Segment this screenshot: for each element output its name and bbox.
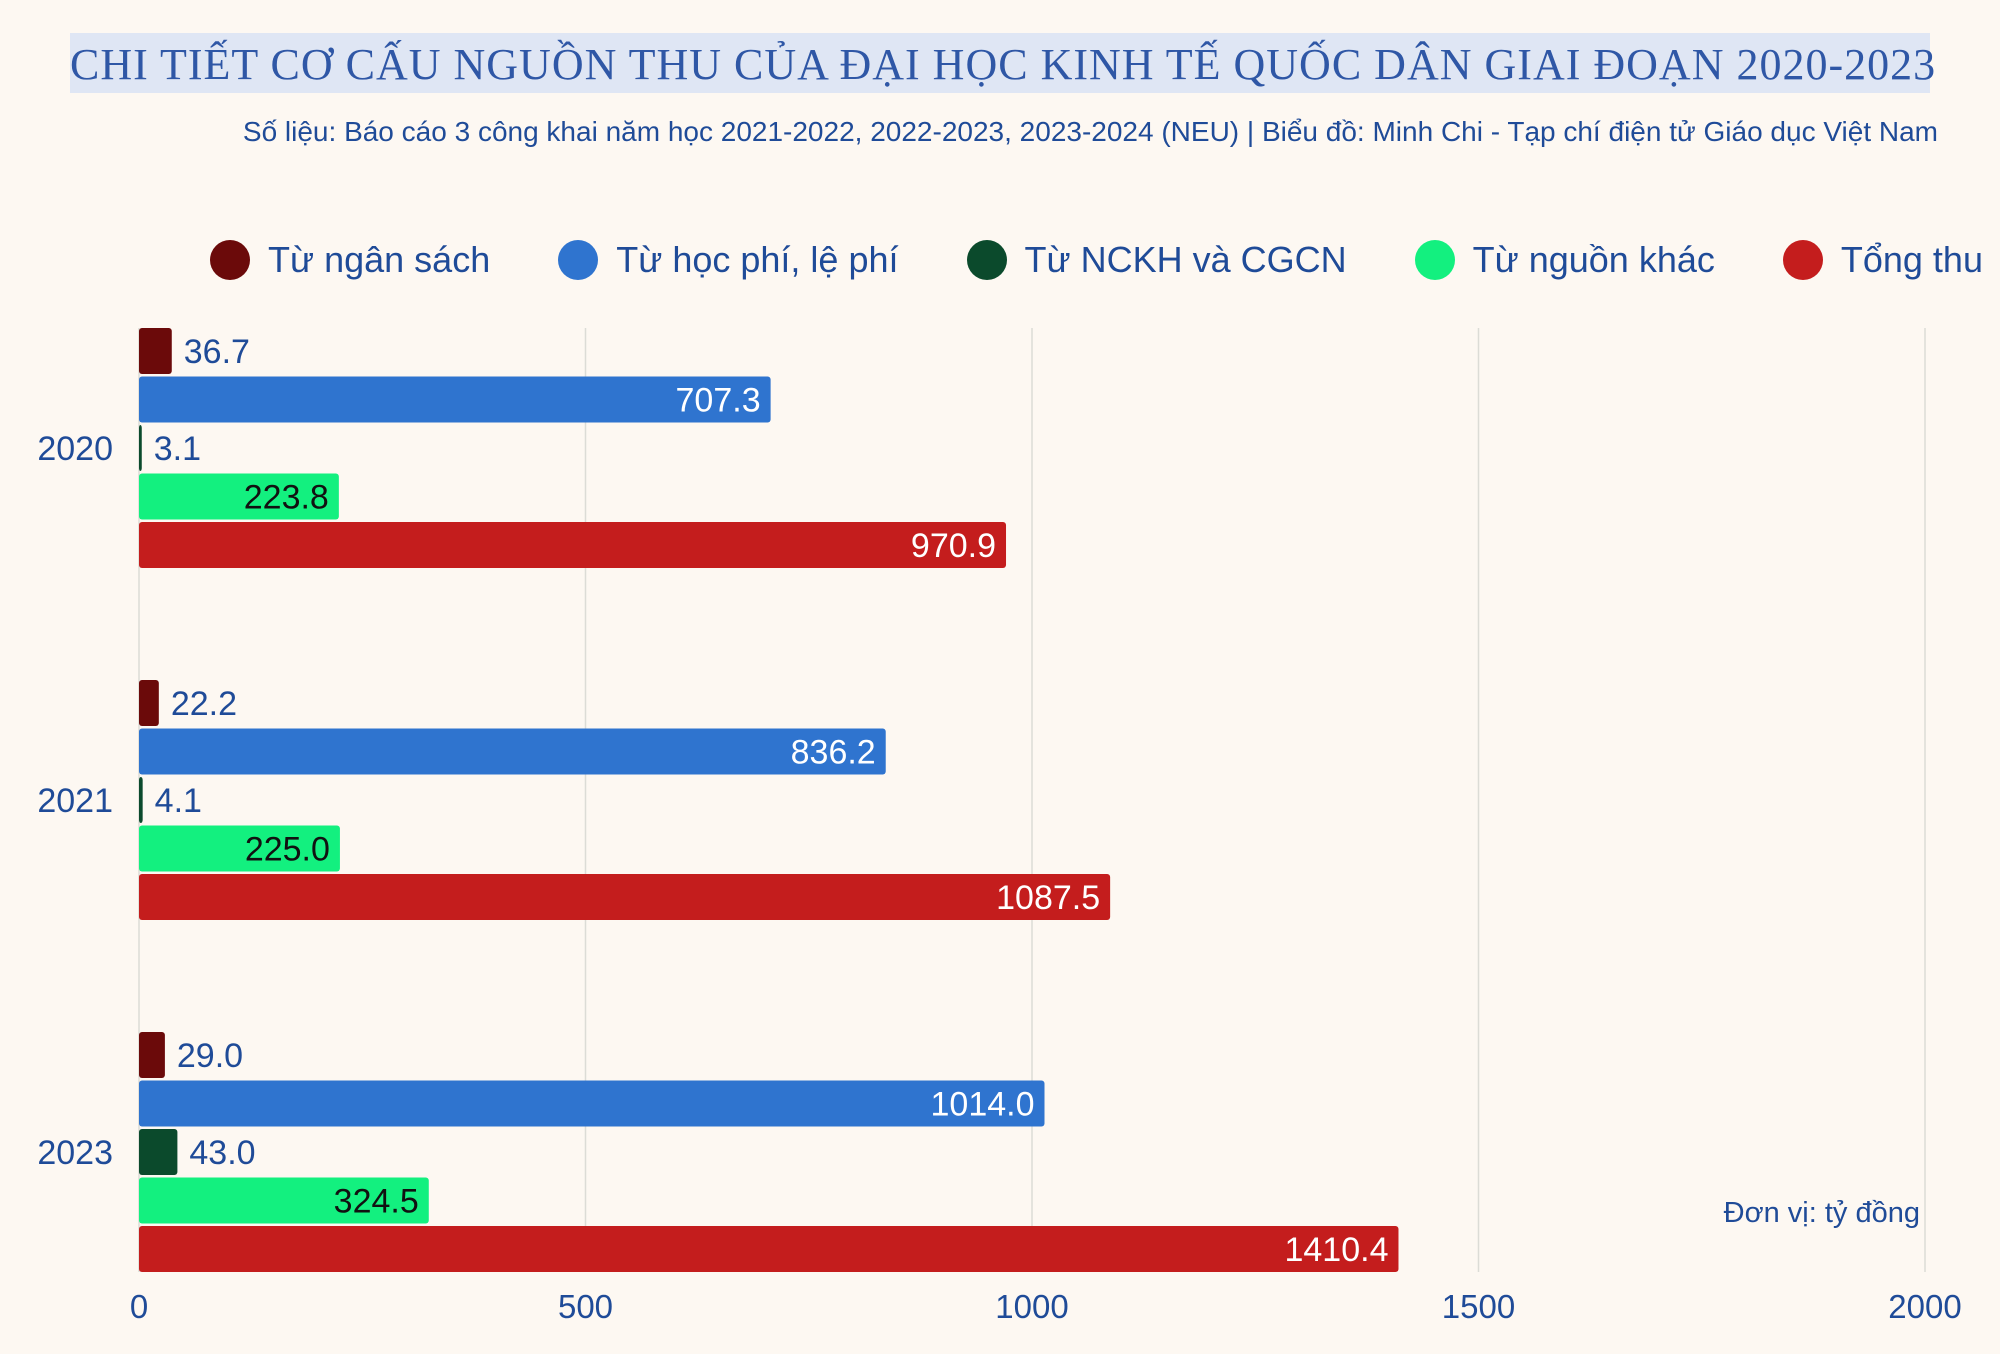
legend: Từ ngân sách Từ học phí, lệ phí Từ NCKH và… — [210, 235, 2000, 285]
data-label: 1410.4 — [1284, 1231, 1388, 1269]
data-label: 36.7 — [184, 333, 250, 371]
unit-note: Đơn vị: tỷ đồng — [1723, 1197, 1920, 1229]
data-label: 43.0 — [189, 1134, 255, 1172]
bar — [139, 1129, 178, 1175]
x-tick-label: 500 — [558, 1288, 613, 1325]
bar — [139, 825, 340, 872]
data-label: 1014.0 — [931, 1086, 1035, 1124]
legend-label: Từ học phí, lệ phí — [616, 239, 899, 280]
data-label: 3.1 — [154, 430, 201, 468]
data-label: 29.0 — [177, 1037, 243, 1075]
data-label: 836.2 — [791, 734, 876, 772]
legend-label: Từ nguồn khác — [1472, 239, 1715, 280]
legend-item: Từ nguồn khác — [1414, 239, 1715, 281]
legend-item: Từ học phí, lệ phí — [558, 239, 899, 281]
bar — [139, 522, 1007, 568]
legend-item: Tổng thu — [1782, 239, 1983, 281]
legend-item: Từ NCKH và CGCN — [966, 239, 1347, 281]
legend-swatch — [558, 240, 599, 280]
bar — [139, 680, 159, 726]
bar — [139, 728, 886, 775]
x-tick-label: 0 — [130, 1288, 148, 1325]
chart-title: CHI TIẾT CƠ CẤU NGUỒN THU CỦA ĐẠI HỌC KI… — [70, 40, 1937, 89]
x-tick-label: 2000 — [1888, 1288, 1961, 1325]
legend-label: Từ NCKH và CGCN — [1024, 239, 1347, 280]
x-tick-label: 1000 — [995, 1288, 1068, 1325]
legend-swatch — [1414, 240, 1455, 280]
category-label: 2021 — [37, 782, 113, 820]
bar — [139, 328, 172, 374]
data-label: 225.0 — [245, 831, 330, 869]
bar — [139, 1226, 1399, 1272]
bar — [139, 473, 339, 520]
category-label: 2023 — [37, 1134, 113, 1172]
bar — [139, 1032, 165, 1078]
data-label: 223.8 — [244, 479, 329, 517]
bar — [139, 425, 142, 471]
legend-swatch — [1782, 240, 1823, 280]
source-note: Số liệu: Báo cáo 3 công khai năm học 202… — [242, 116, 1938, 147]
legend-label: Tổng thu — [1840, 239, 1983, 280]
legend-swatch — [210, 240, 250, 280]
data-label: 1087.5 — [996, 879, 1100, 917]
x-tick-label: 1500 — [1442, 1288, 1515, 1325]
data-label: 4.1 — [155, 782, 202, 820]
bar — [139, 874, 1111, 920]
data-label: 324.5 — [334, 1183, 419, 1221]
title-banner: CHI TIẾT CƠ CẤU NGUỒN THU CỦA ĐẠI HỌC KI… — [70, 33, 1937, 93]
legend-swatch — [966, 240, 1007, 280]
data-label: 22.2 — [171, 685, 237, 723]
data-label: 707.3 — [676, 382, 761, 420]
bar — [139, 1080, 1045, 1127]
bar — [139, 1177, 429, 1224]
bar — [139, 376, 771, 423]
legend-item: Từ ngân sách — [210, 239, 490, 281]
legend-label: Từ ngân sách — [268, 239, 491, 280]
data-label: 970.9 — [911, 527, 996, 565]
category-label: 2020 — [37, 430, 113, 468]
bar — [139, 777, 143, 823]
